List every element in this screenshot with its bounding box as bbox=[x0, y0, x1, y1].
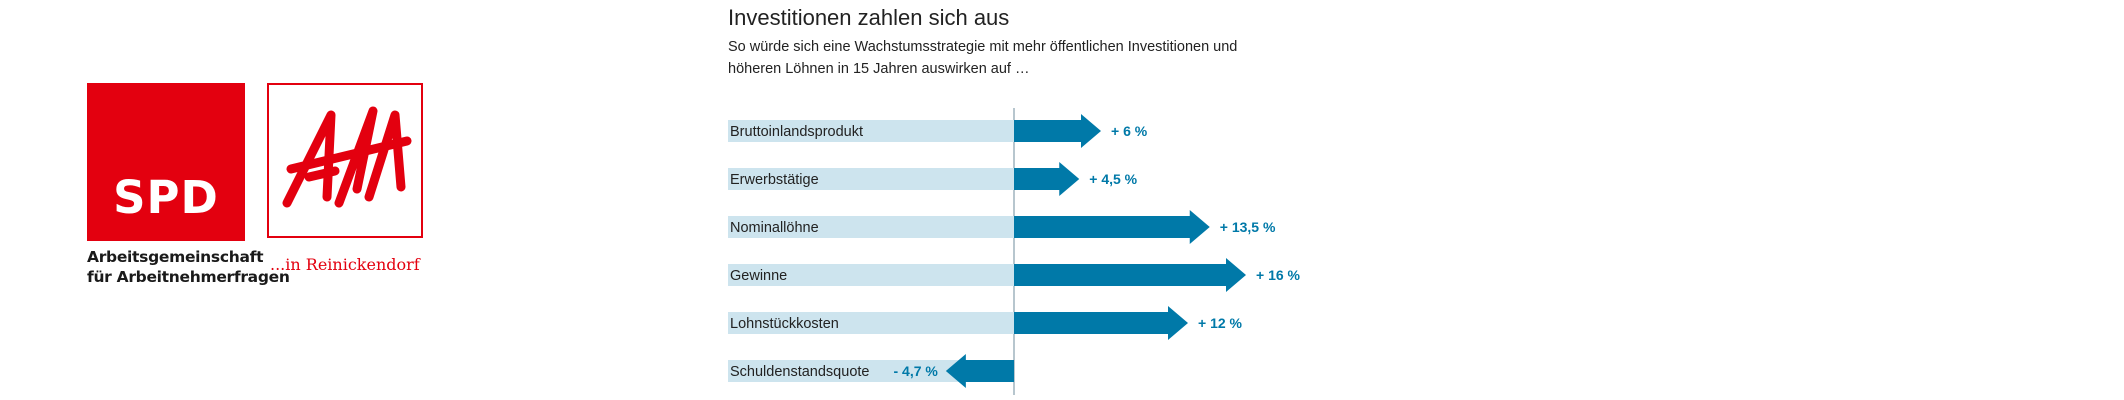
value-label: - 4,7 % bbox=[893, 363, 938, 379]
category-band bbox=[728, 120, 1014, 142]
afa-logo bbox=[267, 83, 423, 238]
afa-logo-subtitle: ...in Reinickendorf bbox=[270, 255, 420, 274]
bar-arrow bbox=[1014, 162, 1080, 196]
chart-subtitle: So würde sich eine Wachstumsstrategie mi… bbox=[728, 36, 1248, 80]
spd-logo-text: SPD bbox=[113, 171, 219, 224]
category-band bbox=[728, 312, 1014, 334]
chart-subtitle-line1: So würde sich eine Wachstumsstrategie mi… bbox=[728, 39, 1238, 55]
category-label: Lohnstückkosten bbox=[730, 316, 839, 332]
bar-arrow bbox=[1014, 114, 1101, 148]
category-band bbox=[728, 216, 1014, 238]
category-label: Erwerbstätige bbox=[730, 172, 819, 188]
spd-logo: SPD bbox=[87, 83, 245, 241]
value-label: + 13,5 % bbox=[1220, 219, 1276, 235]
value-label: + 16 % bbox=[1256, 267, 1301, 283]
chart-subtitle-line2: höheren Löhnen in 15 Jahren auswirken au… bbox=[728, 61, 1030, 77]
afa-logo-mark bbox=[282, 106, 412, 208]
bar-arrow bbox=[1014, 306, 1188, 340]
bar-arrow bbox=[1014, 210, 1210, 244]
category-band bbox=[728, 360, 1014, 382]
category-band bbox=[728, 264, 1014, 286]
spd-subtitle-line1: Arbeitsgemeinschaft bbox=[87, 248, 264, 266]
category-label: Schuldenstandsquote bbox=[730, 364, 869, 380]
category-label: Gewinne bbox=[730, 268, 787, 284]
chart-title: Investitionen zahlen sich aus bbox=[728, 5, 1010, 30]
value-label: + 12 % bbox=[1198, 315, 1243, 331]
category-label: Nominallöhne bbox=[730, 220, 819, 236]
spd-subtitle-line2: für Arbeitnehmerfragen bbox=[87, 268, 290, 286]
value-label: + 4,5 % bbox=[1089, 171, 1137, 187]
spd-logo-subtitle: Arbeitsgemeinschaft für Arbeitnehmerfrag… bbox=[87, 247, 290, 287]
category-band bbox=[728, 168, 1014, 190]
bar-arrow bbox=[1014, 258, 1246, 292]
bar-arrow bbox=[945, 354, 1014, 388]
value-label: + 6 % bbox=[1111, 123, 1148, 139]
category-label: Bruttoinlandsprodukt bbox=[730, 124, 863, 140]
